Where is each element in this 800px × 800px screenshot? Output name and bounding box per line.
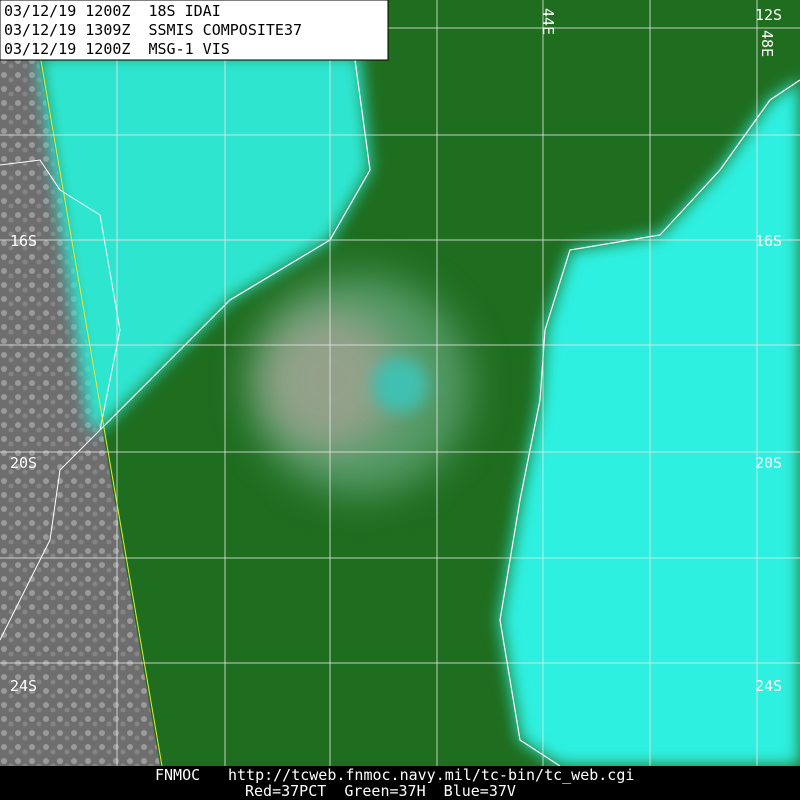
- lon-label: 48E: [758, 30, 776, 57]
- lat-label: 24S: [10, 677, 37, 695]
- swath-edge: [39, 54, 163, 767]
- visible-imagery: [0, 55, 160, 766]
- coastline: [99, 59, 371, 431]
- lon-label: 44E: [539, 8, 557, 35]
- header-line: 03/12/19 1200Z 18S IDAI: [4, 2, 221, 20]
- footer-bar: [0, 766, 800, 800]
- lat-label: 20S: [10, 454, 37, 472]
- lat-label: 24S: [755, 677, 782, 695]
- lat-label: 12S: [755, 6, 782, 24]
- lat-label: 16S: [755, 232, 782, 250]
- footer-channels: Red=37PCT Green=37H Blue=37V: [245, 782, 516, 800]
- africa-land-cyan: [38, 55, 370, 430]
- header-line: 03/12/19 1309Z SSMIS COMPOSITE37: [4, 21, 302, 39]
- storm-eye: [372, 357, 428, 413]
- header-line: 03/12/19 1200Z MSG-1 VIS: [4, 40, 230, 58]
- lat-label: 16S: [10, 232, 37, 250]
- footer-source: FNMOC: [155, 766, 200, 784]
- lat-label: 20S: [755, 454, 782, 472]
- coastline: [499, 79, 800, 767]
- coastline: [0, 159, 121, 641]
- header-box: [0, 0, 389, 61]
- footer-url: http://tcweb.fnmoc.navy.mil/tc-bin/tc_we…: [228, 766, 634, 784]
